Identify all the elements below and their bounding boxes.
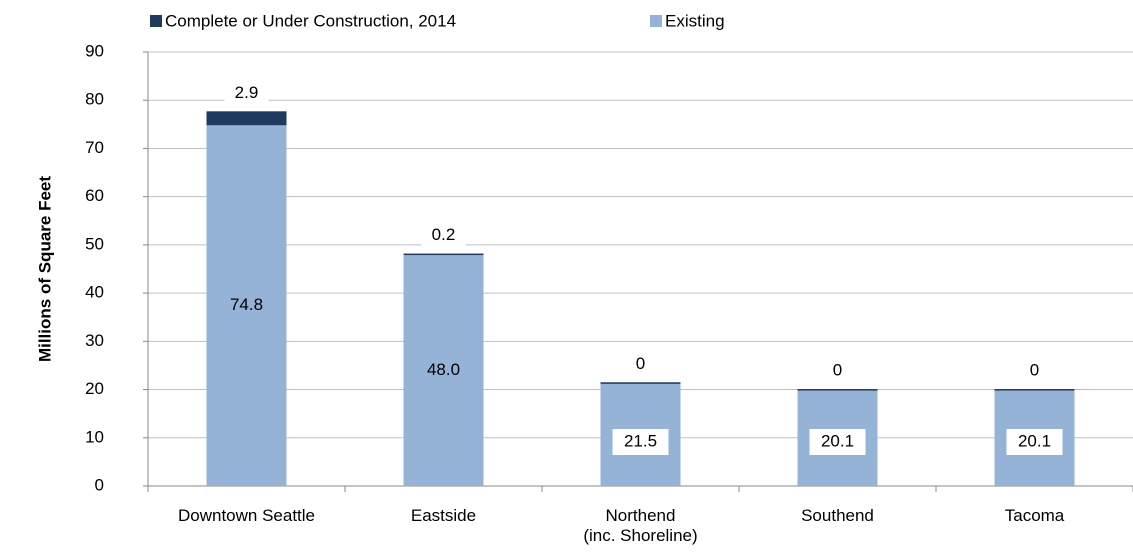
- y-tick-label: 10: [85, 427, 104, 446]
- label-box: [224, 81, 269, 106]
- value-label: 0: [833, 361, 842, 380]
- value-label: 0: [1030, 361, 1039, 380]
- legend-swatch: [150, 15, 162, 27]
- value-label: 21.5: [624, 431, 657, 450]
- y-axis-title: Millions of Square Feet: [35, 176, 54, 362]
- y-tick-label: 90: [85, 41, 104, 60]
- bar-segment: [797, 389, 878, 391]
- y-tick-label: 70: [85, 138, 104, 157]
- bar-segment: [403, 254, 484, 486]
- x-tick-label: Southend: [801, 506, 874, 525]
- y-tick-label: 0: [95, 475, 104, 494]
- y-tick-label: 80: [85, 90, 104, 109]
- label-box: [809, 429, 866, 455]
- value-label: 48.0: [427, 360, 460, 379]
- bar-segment: [206, 111, 287, 126]
- label-box: [612, 429, 669, 455]
- y-tick-label: 20: [85, 379, 104, 398]
- value-label: 2.9: [235, 83, 259, 102]
- label-box: [1012, 359, 1057, 384]
- x-tick-label: Downtown Seattle: [177, 506, 316, 525]
- y-tick-label: 60: [85, 186, 104, 205]
- x-tick-label: Northend (inc. Shoreline): [583, 506, 698, 545]
- label-box: [1006, 429, 1063, 455]
- bar-segment: [994, 389, 1075, 391]
- x-tick-label: Tacoma: [1004, 506, 1065, 525]
- value-label: 0.2: [432, 225, 456, 244]
- y-tick-label: 40: [85, 283, 104, 302]
- legend-label: Existing: [665, 11, 725, 30]
- y-tick-label: 30: [85, 331, 104, 350]
- value-label: 0: [636, 354, 645, 373]
- value-label: 20.1: [821, 431, 854, 450]
- x-tick-label: Eastside: [410, 506, 477, 525]
- bar-segment: [600, 382, 681, 384]
- legend-swatch: [650, 15, 662, 27]
- bar-segment: [206, 125, 287, 486]
- y-tick-label: 50: [85, 234, 104, 253]
- value-label: 74.8: [230, 295, 263, 314]
- bar-segment: [403, 253, 484, 256]
- value-label: 20.1: [1018, 431, 1051, 450]
- label-box: [618, 352, 663, 377]
- label-box: [815, 359, 860, 384]
- label-box: [421, 223, 466, 248]
- legend-label: Complete or Under Construction, 2014: [165, 11, 456, 30]
